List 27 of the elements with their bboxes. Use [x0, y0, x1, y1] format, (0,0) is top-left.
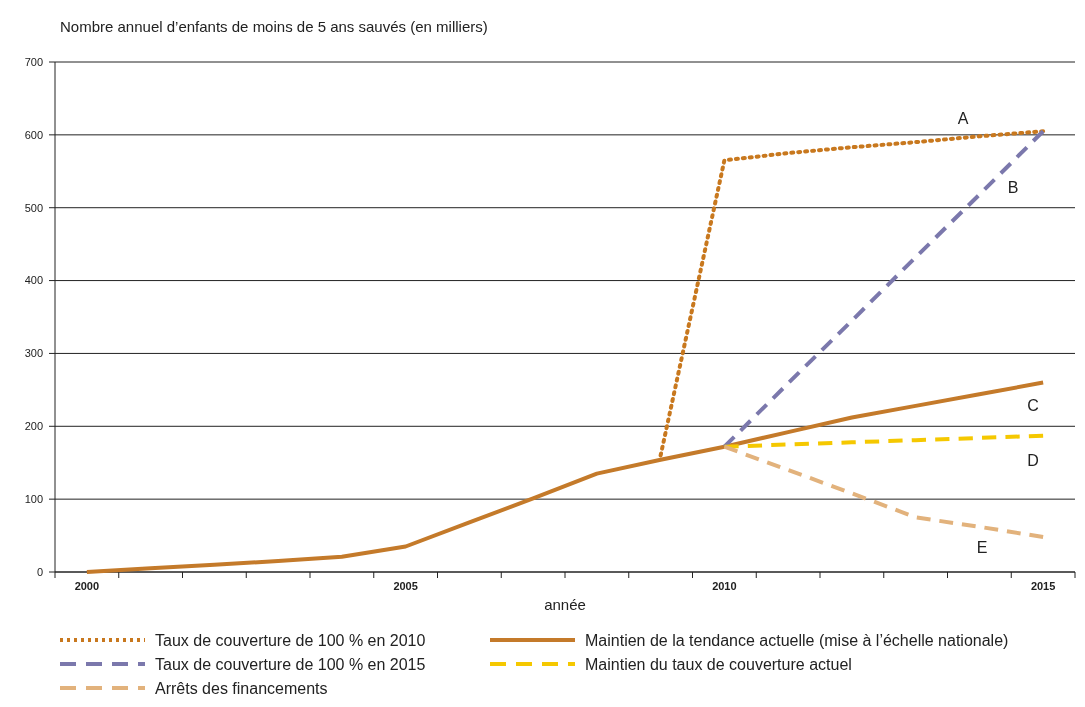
y-tick-label: 600 — [24, 128, 43, 141]
annotation: D — [1027, 451, 1039, 469]
y-tick-label: 500 — [24, 201, 43, 214]
y-axis-title: Nombre annuel d’enfants de moins de 5 ans sauvés (en milliers) — [60, 18, 488, 35]
legend-label: Arrêts des financements — [155, 679, 328, 697]
y-tick-label: 300 — [24, 347, 43, 360]
legend-label: Taux de couverture de 100 % en 2010 — [155, 631, 426, 649]
y-tick-label: 400 — [24, 274, 43, 287]
y-tick-label: 200 — [24, 420, 43, 433]
y-tick-label: 700 — [24, 55, 43, 68]
x-axis-title: année — [544, 596, 586, 613]
x-tick-label: 2015 — [1030, 580, 1056, 592]
legend-label: Maintien de la tendance actuelle (mise à l’échelle nationale) — [585, 631, 1009, 649]
x-tick-label: 2000 — [74, 580, 100, 592]
x-tick-label: 2005 — [393, 580, 418, 592]
line-series — [722, 129, 1046, 449]
x-tick-label: 2010 — [712, 580, 737, 592]
annotation: C — [1027, 396, 1039, 414]
legend-label: Taux de couverture de 100 % en 2015 — [155, 655, 426, 673]
annotation: B — [1007, 178, 1019, 196]
legend-label: Maintien du taux de couverture actuel — [585, 655, 852, 673]
line-series — [722, 444, 1046, 540]
y-tick-label: 100 — [24, 492, 43, 505]
y-tick-label: 0 — [36, 565, 43, 578]
line-series — [722, 433, 1046, 449]
annotation: E — [976, 538, 988, 556]
annotation: A — [957, 109, 969, 127]
